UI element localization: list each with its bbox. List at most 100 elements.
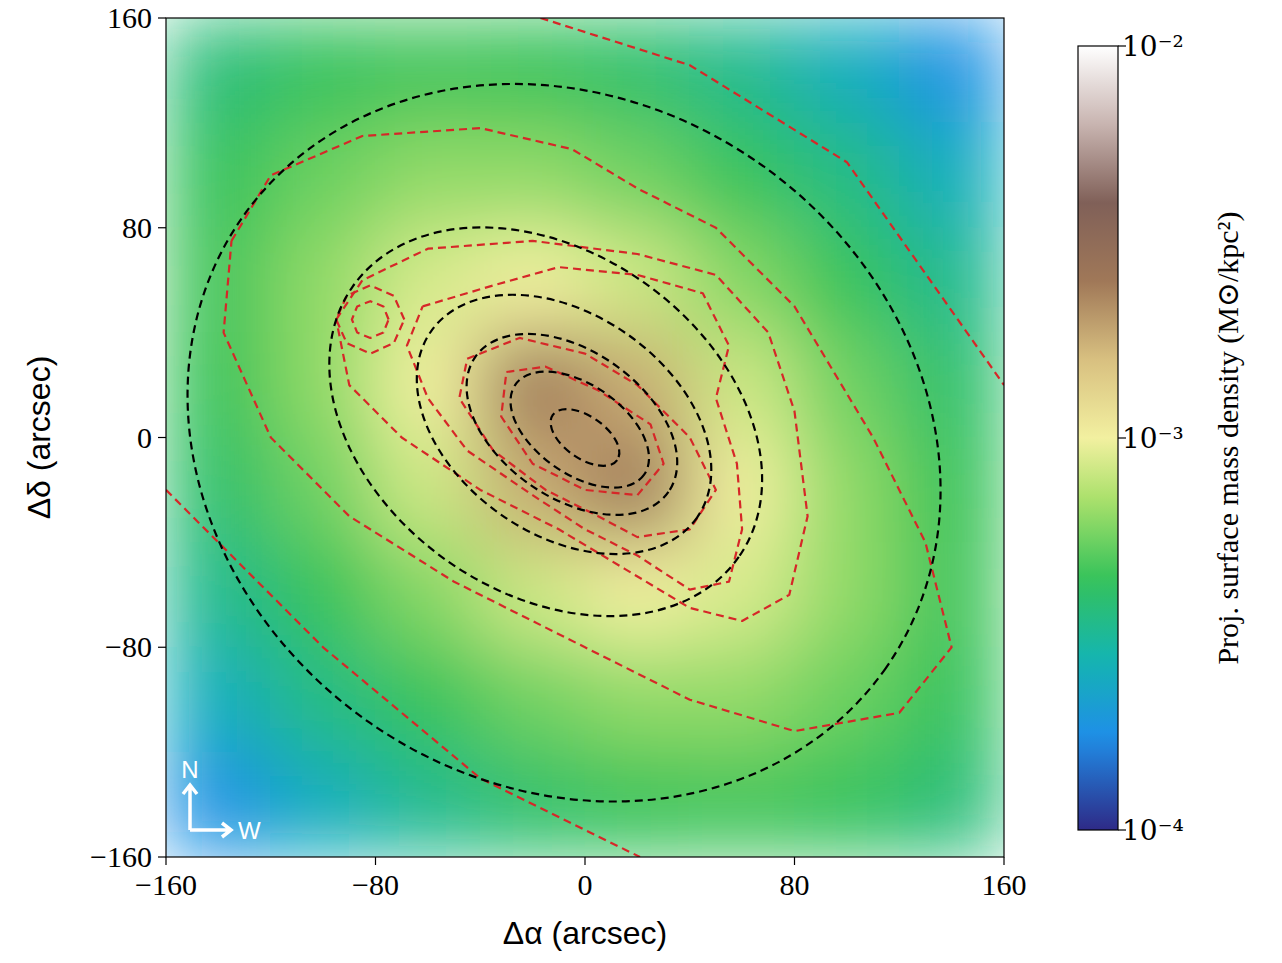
density-cell [270,18,376,123]
x-tick [584,857,585,865]
density-cell [899,647,1004,753]
colorbar-label: Proj. surface mass density (M⊙/kpc²) [1211,211,1245,664]
density-cell [270,437,376,543]
density-cell [480,647,586,753]
red-contour [336,241,807,621]
density-cell [689,542,795,648]
black-contour [433,297,710,552]
density-cell [270,752,376,857]
density-cell [480,122,586,228]
density-cell [689,752,795,857]
north-arrow [183,785,197,830]
black-contour [490,348,670,511]
density-cell [270,227,376,333]
density-cell [270,542,376,648]
y-tick-label: −160 [90,840,152,873]
density-cell [585,542,691,648]
density-cell [689,332,795,438]
density-cell [166,752,271,857]
density-cell [375,542,481,648]
density-cell [899,752,1004,857]
density-cell [585,122,691,228]
density-cell [166,542,271,648]
chart: −160−80080160−160−80080160Δα (arcsec)Δδ … [0,0,1282,963]
density-cell [166,18,271,123]
density-cell [899,332,1004,438]
density-cell [794,752,900,857]
density-cell [899,122,1004,228]
black-contour [368,241,760,608]
x-tick [165,857,166,865]
density-cell [794,437,900,543]
density-cell [689,122,795,228]
density-cell [794,542,900,648]
density-cell [689,18,795,123]
density-cell [899,437,1004,543]
density-cell [585,437,691,543]
density-cell [794,332,900,438]
x-axis-title: Δα (arcsec) [503,915,667,951]
x-tick-label: 0 [578,868,593,901]
density-cell [585,752,691,857]
density-cell [794,18,900,123]
plot-area [166,18,1004,857]
density-cell [375,437,481,543]
x-tick-label: 80 [780,868,810,901]
red-contour [352,301,389,338]
x-tick-label: 160 [982,868,1027,901]
x-tick [1003,857,1004,865]
y-tick-label: −80 [105,630,152,663]
west-arrow [190,823,231,837]
y-tick-label: 160 [107,1,152,34]
density-cell [375,18,481,123]
density-cell [899,18,1004,123]
density-cell [899,542,1004,648]
density-cell [899,227,1004,333]
colorbar-tick-label: 10⁻⁴ [1122,814,1184,847]
black-contour [166,18,1004,857]
colorbar-tick-label: 10⁻³ [1122,422,1184,455]
density-cell [689,647,795,753]
density-cell [689,227,795,333]
density-cell [480,542,586,648]
y-tick-label: 80 [122,211,152,244]
red-contour [407,267,742,589]
density-cell [585,18,691,123]
red-contour [166,490,640,857]
density-cell [375,332,481,438]
density-cell [375,227,481,333]
density-cell [166,332,271,438]
y-tick [158,227,166,228]
black-contour [541,398,629,477]
density-map [166,18,1004,857]
y-tick [158,437,166,438]
compass-label: N [181,756,198,783]
y-tick [158,856,166,857]
density-cell [375,122,481,228]
x-tick [794,857,795,865]
density-cell [166,437,271,543]
compass-label: W [238,817,261,844]
x-tick [375,857,376,865]
density-cell [270,647,376,753]
y-tick [158,647,166,648]
x-tick-label: −80 [352,868,399,901]
red-contour [541,18,1005,385]
density-cell [166,647,271,753]
density-cell [375,752,481,857]
y-tick-label: 0 [137,421,152,454]
density-cell [166,122,271,228]
density-cell [585,647,691,753]
density-cell [794,647,900,753]
density-cell [480,18,586,123]
compass: NW [181,756,261,844]
colorbar-tick-label: 10⁻² [1122,30,1184,63]
y-tick [158,17,166,18]
black-contour [255,147,837,697]
colorbar [1078,46,1118,830]
density-cell [166,227,271,333]
red-contour [224,128,952,731]
red-contour [459,338,716,537]
density-cell [794,122,900,228]
y-axis-title: Δδ (arcsec) [21,356,57,520]
